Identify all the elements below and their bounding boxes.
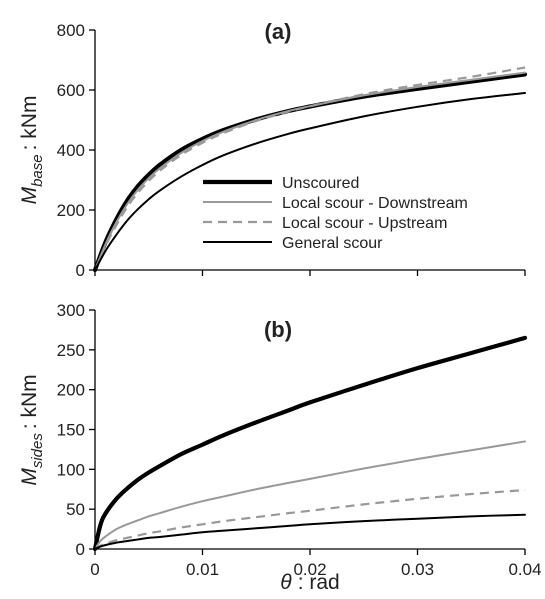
panel-b-xlabel-unit: : rad — [298, 571, 340, 594]
legend-label-local-scour-downstream: Local scour - Downstream — [282, 195, 468, 212]
panel-b-xlabel-symbol: θ — [280, 571, 292, 594]
panel-a-yticks: 0 200 400 600 800 — [57, 21, 95, 280]
panel-b-ylabel: Msides : kNm — [18, 374, 46, 485]
legend: Unscoured Local scour - Downstream Local s… — [203, 175, 468, 252]
panel-a-ytick-label-3: 600 — [57, 81, 85, 100]
panel-a-ytick-label-0: 0 — [76, 261, 85, 280]
panel-b-xtick-label-4: 0.04 — [508, 560, 541, 579]
panel-a-series-general-scour — [94, 92, 526, 271]
panel-a-xticks — [94, 270, 526, 276]
panel-a-series-local-scour-downstream — [94, 71, 526, 271]
panel-a-series-local-scour-upstream — [93, 66, 526, 271]
panel-a-series — [92, 66, 528, 273]
panel-b-ytick-label-2: 100 — [57, 460, 85, 479]
panel-b-series-unscoured — [92, 335, 528, 552]
panel-a-ytick-label-4: 800 — [57, 21, 85, 40]
panel-b-ylabel-symbol: M — [18, 468, 41, 486]
panel-b-series-local-scour-upstream — [94, 488, 526, 550]
panel-b-xtick-label-2: 0.02 — [293, 560, 326, 579]
panel-b-series — [92, 335, 528, 552]
panel-a-ytick-label-2: 400 — [57, 141, 85, 160]
panel-b-ytick-label-1: 50 — [66, 500, 85, 519]
panel-a-ylabel-unit: : kNm — [18, 96, 41, 151]
panel-b-xtick-label-3: 0.03 — [401, 560, 434, 579]
panel-b-label: (b) — [264, 317, 292, 342]
panel-a-ytick-label-1: 200 — [57, 201, 85, 220]
panel-b-ytick-label-4: 200 — [57, 381, 85, 400]
panel-b-ytick-label-5: 250 — [57, 341, 85, 360]
panel-a-ylabel-symbol: M — [18, 186, 41, 204]
panel-b-xtick-label-0: 0 — [90, 560, 99, 579]
panel-b-ylabel-unit: : kNm — [18, 374, 41, 429]
panel-a-ylabel: Mbase : kNm — [18, 96, 46, 205]
panel-b: (b) Msides : kNm 0 50 100 150 200 250 300 0 0.01… — [18, 301, 542, 594]
panel-b-xlabel: θ : rad — [280, 571, 339, 594]
panel-b-ytick-label-0: 0 — [76, 540, 85, 559]
panel-b-series-general-scour — [94, 513, 526, 550]
panel-b-ylabel-subscript: sides — [29, 433, 46, 469]
panel-a-series-unscoured — [92, 72, 528, 273]
panel-b-yticks: 0 50 100 150 200 250 300 — [57, 301, 95, 559]
panel-b-series-local-scour-downstream — [94, 440, 526, 550]
legend-label-unscoured: Unscoured — [282, 175, 359, 192]
panel-b-xticks: 0 0.01 0.02 0.03 0.04 — [90, 549, 542, 579]
panel-b-ytick-label-3: 150 — [57, 421, 85, 440]
panel-b-ytick-label-6: 300 — [57, 301, 85, 320]
legend-label-local-scour-upstream: Local scour - Upstream — [282, 215, 447, 232]
panel-a-label: (a) — [265, 19, 292, 44]
legend-label-general-scour: General scour — [282, 235, 383, 252]
panel-b-xtick-label-1: 0.01 — [186, 560, 219, 579]
panel-a-ylabel-subscript: base — [29, 154, 46, 187]
panel-a: (a) Mbase : kNm 0 200 400 600 800 Unscoured Lo… — [18, 19, 528, 280]
